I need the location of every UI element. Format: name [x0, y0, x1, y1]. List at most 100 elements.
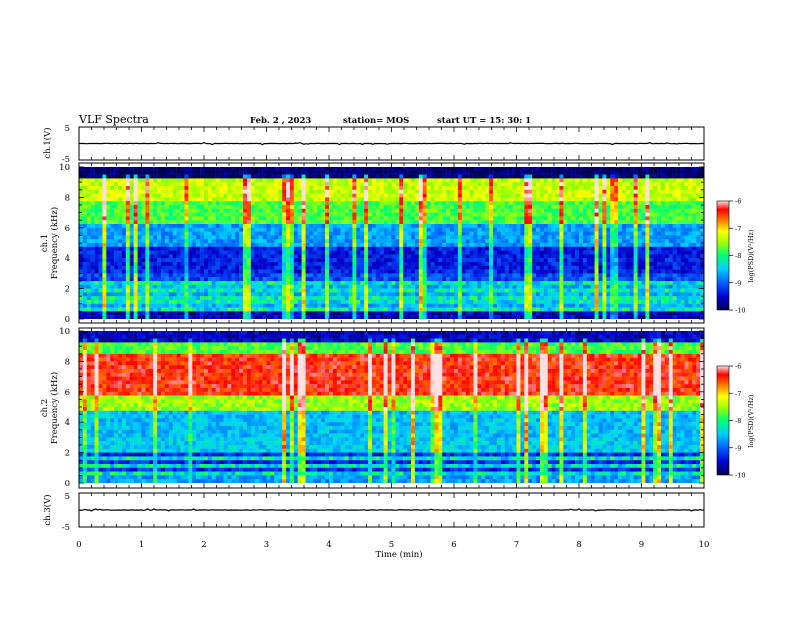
spectrogram-cell [352, 251, 356, 255]
spectrogram-cell [431, 273, 435, 277]
spectrogram-cell [247, 308, 251, 312]
spectrogram-cell [294, 292, 298, 296]
spectrogram-cell [407, 190, 411, 194]
spectrogram-cell [341, 315, 345, 319]
spectrogram-cell [142, 262, 146, 266]
spectrogram-cell [138, 175, 142, 179]
spectrogram-cell [181, 232, 185, 236]
spectrogram-cell [477, 201, 481, 205]
spectrogram-cell [403, 251, 407, 255]
spectrogram-cell [142, 315, 146, 319]
spectrogram-cell [83, 285, 87, 289]
spectrogram-cell [411, 308, 415, 312]
spectrogram-cell [239, 308, 243, 312]
spectrogram-cell [302, 300, 306, 304]
spectrogram-cell [251, 292, 255, 296]
spectrogram-cell [349, 277, 353, 281]
spectrogram-cell [118, 270, 122, 274]
spectrogram-cell [532, 277, 536, 281]
spectrogram-cell [505, 308, 509, 312]
spectrogram-cell [142, 178, 146, 182]
spectrogram-cell [118, 273, 122, 277]
spectrogram-cell [118, 228, 122, 232]
spectrogram-cell [142, 239, 146, 243]
spectrogram-cell [517, 270, 521, 274]
spectrogram-cell [204, 251, 208, 255]
spectrogram-cell [177, 216, 181, 220]
spectrogram-cell [341, 224, 345, 228]
spectrogram-cell [145, 270, 149, 274]
spectrogram-cell [517, 258, 521, 262]
spectrogram-cell [399, 228, 403, 232]
spectrogram-cell [536, 243, 540, 247]
spectrogram-cell [188, 216, 192, 220]
spectrogram-cell [481, 308, 485, 312]
spectrogram-cell [173, 243, 177, 247]
spectrogram-cell [173, 315, 177, 319]
spectrogram-cell [544, 304, 548, 308]
spectrogram-cell [298, 266, 302, 270]
spectrogram-cell [376, 285, 380, 289]
spectrogram-cell [505, 285, 509, 289]
spectrogram-cell [446, 270, 450, 274]
spectrogram-cell [87, 315, 91, 319]
spectrogram-cell [341, 254, 345, 258]
spectrogram-cell [341, 292, 345, 296]
spectrogram-cell [87, 194, 91, 198]
spectrogram-cell [153, 289, 157, 293]
spectrogram-cell [122, 224, 126, 228]
spectrogram-cell [364, 262, 368, 266]
spectrogram-cell [126, 289, 130, 293]
spectrogram-cell [130, 308, 134, 312]
spectrogram-cell [372, 197, 376, 201]
spectrogram-cell [99, 273, 103, 277]
spectrogram-cell [161, 213, 165, 217]
spectrogram-cell [216, 254, 220, 258]
spectrogram-cell [165, 311, 169, 315]
spectrogram-cell [442, 315, 446, 319]
spectrogram-cell [450, 266, 454, 270]
spectrogram-cell [153, 194, 157, 198]
spectrogram-cell [270, 209, 274, 213]
spectrogram-cell [392, 178, 396, 182]
spectrogram-cell [110, 216, 114, 220]
spectrogram-cell [501, 304, 505, 308]
spectrogram-cell [278, 232, 282, 236]
spectrogram-cell [157, 228, 161, 232]
spectrogram-cell [126, 201, 130, 205]
spectrogram-cell [306, 311, 310, 315]
spectrogram-cell [95, 201, 99, 205]
spectrogram-cell [485, 171, 489, 175]
spectrogram-cell [376, 266, 380, 270]
spectrogram-cell [399, 254, 403, 258]
spectrogram-cell [399, 175, 403, 179]
spectrogram-cell [259, 315, 263, 319]
spectrogram-cell [87, 205, 91, 209]
spectrogram-cell [474, 209, 478, 213]
spectrogram-cell [356, 175, 360, 179]
spectrogram-cell [524, 285, 528, 289]
spectrogram-cell [423, 239, 427, 243]
spectrogram-cell [204, 182, 208, 186]
spectrogram-cell [360, 239, 364, 243]
spectrogram-cell [196, 190, 200, 194]
spectrogram-cell [181, 220, 185, 224]
spectrogram-cell [290, 251, 294, 255]
spectrogram-cell [278, 254, 282, 258]
spectrogram-cell [477, 220, 481, 224]
spectrogram-cell [497, 190, 501, 194]
spectrogram-cell [317, 285, 321, 289]
spectrogram-cell [345, 251, 349, 255]
spectrogram-cell [173, 262, 177, 266]
spectrogram-cell [415, 209, 419, 213]
spectrogram-cell [423, 308, 427, 312]
spectrogram-cell [368, 205, 372, 209]
spectrogram-cell [274, 266, 278, 270]
spectrogram-cell [196, 311, 200, 315]
spectrogram-cell [282, 251, 286, 255]
spectrogram-cell [450, 270, 454, 274]
spectrogram-cell [360, 285, 364, 289]
spectrogram-cell [352, 277, 356, 281]
spectrogram-cell [161, 277, 165, 281]
spectrogram-cell [446, 235, 450, 239]
